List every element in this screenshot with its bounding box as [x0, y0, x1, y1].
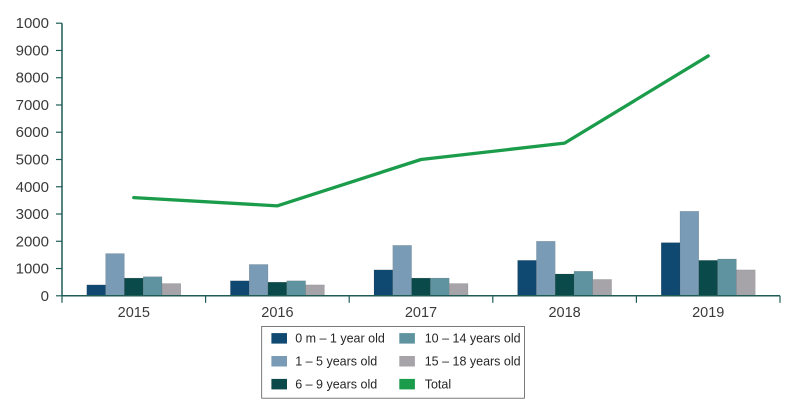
svg-text:2016: 2016: [261, 305, 293, 321]
svg-text:2018: 2018: [548, 305, 580, 321]
svg-text:1000: 1000: [16, 261, 49, 278]
svg-text:5000: 5000: [16, 152, 49, 169]
svg-text:4000: 4000: [16, 179, 49, 196]
svg-text:9000: 9000: [16, 42, 49, 59]
svg-text:2017: 2017: [405, 305, 437, 321]
svg-text:7000: 7000: [16, 97, 49, 114]
svg-text:6000: 6000: [16, 124, 49, 141]
svg-text:1 – 5 years old: 1 – 5 years old: [295, 355, 377, 369]
svg-text:3000: 3000: [16, 206, 49, 223]
svg-text:2019: 2019: [692, 305, 724, 321]
svg-text:1000: 1000: [16, 15, 49, 32]
svg-text:Total: Total: [425, 377, 451, 391]
svg-text:0: 0: [41, 288, 49, 305]
svg-text:6 – 9 years old: 6 – 9 years old: [295, 377, 377, 391]
svg-text:15 – 18 years old: 15 – 18 years old: [425, 355, 521, 369]
svg-text:8000: 8000: [16, 70, 49, 87]
svg-text:0 m – 1 year old: 0 m – 1 year old: [295, 332, 385, 346]
svg-text:2000: 2000: [16, 233, 49, 250]
svg-text:2015: 2015: [118, 305, 150, 321]
svg-text:10 – 14 years old: 10 – 14 years old: [425, 332, 521, 346]
